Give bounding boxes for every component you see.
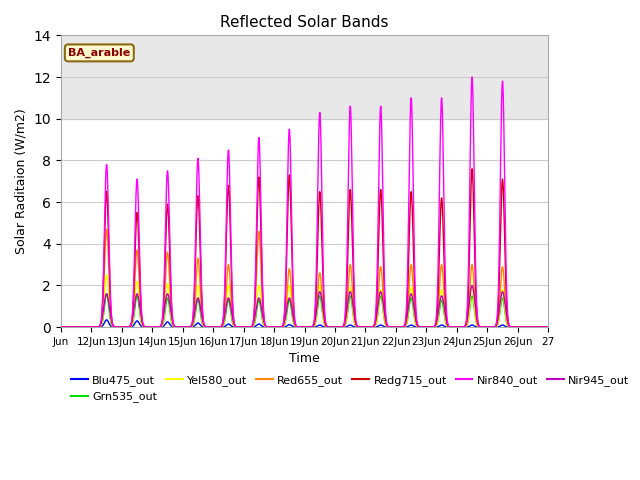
Legend: Blu475_out, Grn535_out, Yel580_out, Red655_out, Redg715_out, Nir840_out, Nir945_: Blu475_out, Grn535_out, Yel580_out, Red6… <box>67 371 634 407</box>
Bar <box>61 36 548 119</box>
Title: Reflected Solar Bands: Reflected Solar Bands <box>220 15 388 30</box>
X-axis label: Time: Time <box>289 352 320 365</box>
Text: BA_arable: BA_arable <box>68 48 131 58</box>
Y-axis label: Solar Raditaion (W/m2): Solar Raditaion (W/m2) <box>15 108 28 254</box>
